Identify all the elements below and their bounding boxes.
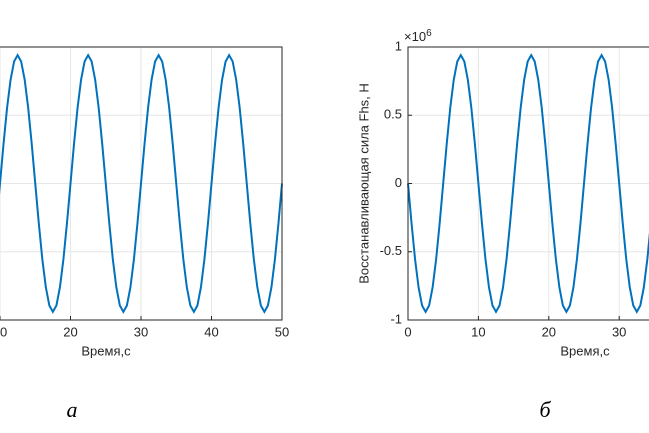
- axes-frame: [0, 46, 283, 321]
- x-tick-label: 30: [134, 324, 148, 339]
- plot: -1-0.500.510 10 20 30Время,сВосстанавливающ…: [356, 28, 649, 422]
- caption: а: [67, 397, 78, 422]
- y-multiplier: ×106: [404, 28, 432, 45]
- x-tick-label: 10: [0, 324, 7, 339]
- x-tick-label: 30: [612, 324, 626, 339]
- x-tick-label: 0: [404, 324, 411, 339]
- data-line: [0, 53, 283, 314]
- y-multiplier-base: ×10: [404, 29, 426, 44]
- x-axis-label: Время,с: [560, 343, 610, 358]
- x-tick-label: 20: [63, 324, 77, 339]
- axes-frame: [407, 46, 649, 321]
- plot: 10 20 30 40 50 Время,с а: [0, 46, 289, 422]
- y-tick-label: 1: [395, 38, 402, 53]
- x-axis-label: Время,с: [81, 343, 131, 358]
- x-tick-label: 20: [542, 324, 556, 339]
- caption: б: [539, 397, 551, 422]
- y-tick-label: -0.5: [380, 243, 402, 258]
- y-tick-label: 0: [395, 175, 402, 190]
- x-tick-label: 10: [471, 324, 485, 339]
- x-tick-label: 40: [204, 324, 218, 339]
- y-tick-label: -1: [390, 311, 402, 326]
- y-multiplier-power: 6: [426, 28, 432, 39]
- x-tick-label: 50: [275, 324, 289, 339]
- y-tick-label: 0.5: [384, 107, 402, 122]
- y-axis-label: Восстанавливающая сила Fhs, H: [356, 83, 371, 284]
- data-line: [407, 53, 649, 314]
